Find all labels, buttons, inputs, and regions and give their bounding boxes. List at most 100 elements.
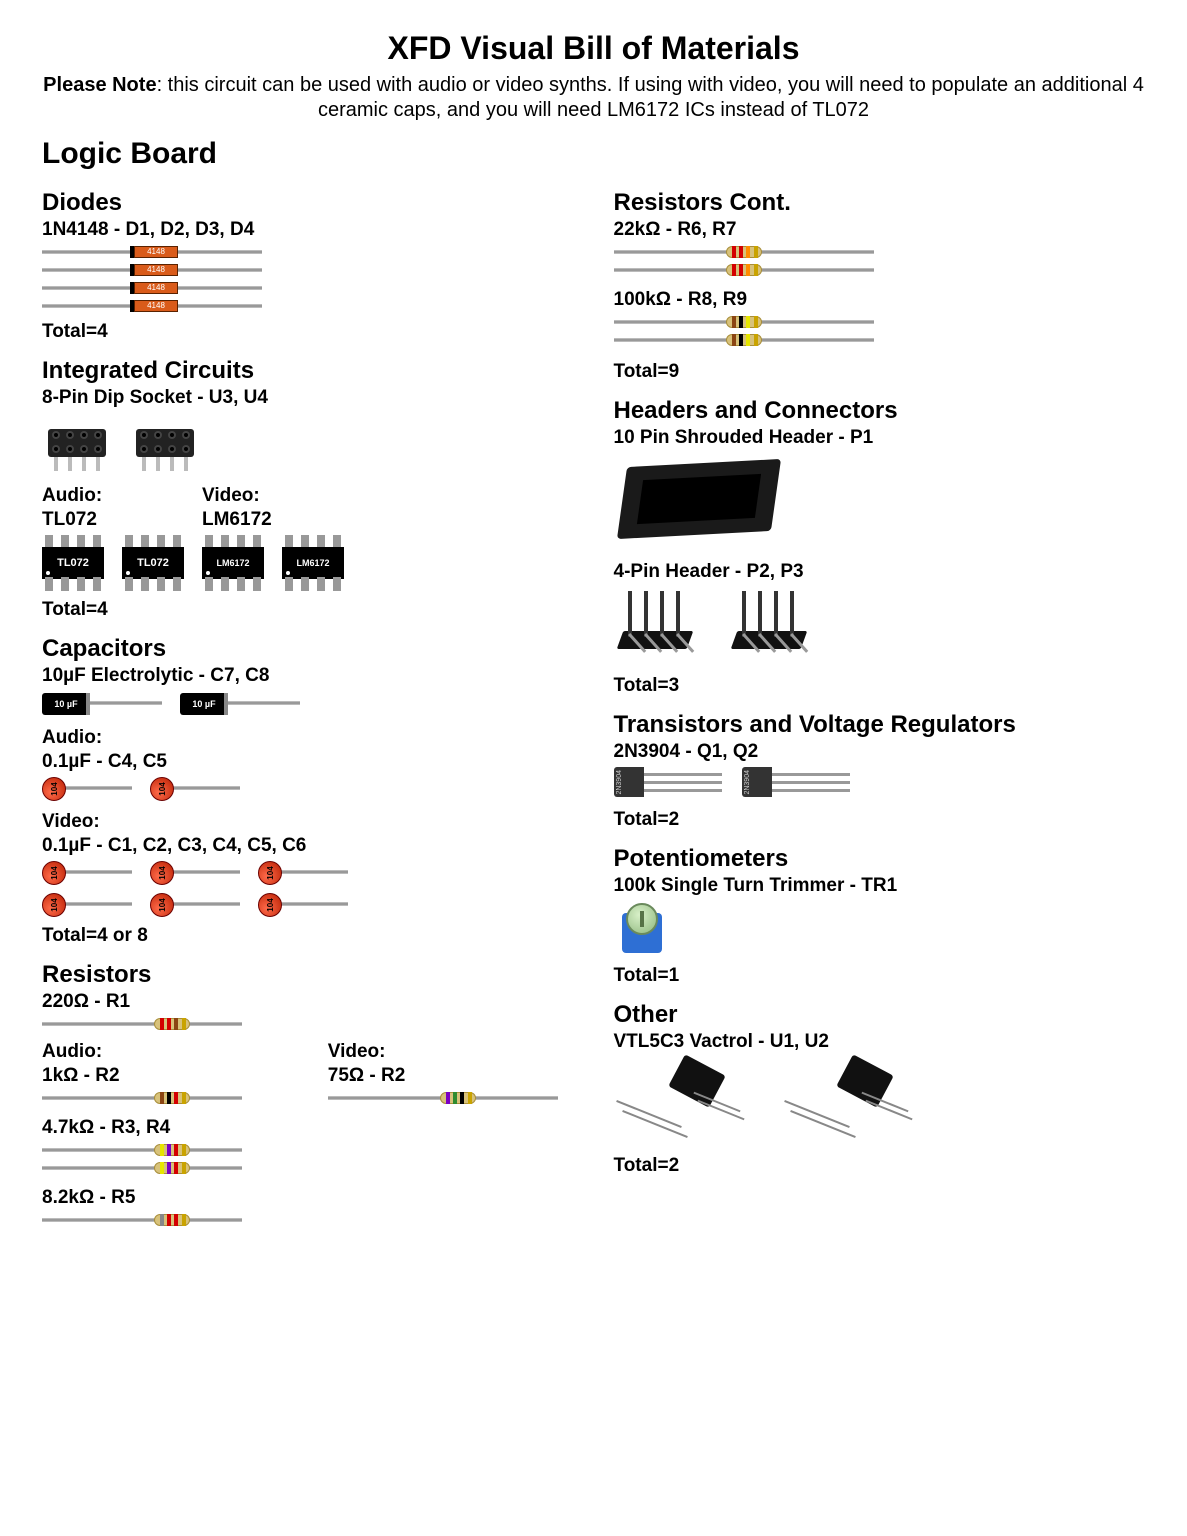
resistor: [614, 263, 874, 277]
vactrols: [614, 1057, 1146, 1147]
ic-video-label: Video:: [202, 485, 344, 507]
resistor: [614, 315, 874, 329]
r2-video-label: Video:: [328, 1041, 574, 1063]
resistor: [614, 333, 874, 347]
ics-spec: 8-Pin Dip Socket - U3, U4: [42, 387, 574, 409]
left-column: Diodes 1N4148 - D1, D2, D3, D4 414841484…: [42, 175, 574, 1227]
diode: 4148: [42, 281, 262, 295]
ceramic-caps-audio: 104 104: [42, 777, 574, 801]
transistor: 2N3904: [614, 767, 724, 801]
diode: 4148: [42, 263, 262, 277]
resistor: [614, 245, 874, 259]
r34-spec: 4.7kΩ - R3, R4: [42, 1117, 574, 1139]
ceramic-cap: 104: [42, 893, 132, 917]
caps-video-label: Video:: [42, 811, 574, 833]
caps-total: Total=4 or 8: [42, 925, 574, 947]
resistor: [328, 1091, 558, 1105]
resistor: [42, 1091, 242, 1105]
r1-spec: 220Ω - R1: [42, 991, 574, 1013]
ic-audio-label: Audio:: [42, 485, 184, 507]
caps-heading: Capacitors: [42, 635, 574, 663]
ceramic-caps-video: 104 104 104 104 104 104: [42, 861, 574, 917]
headers-total: Total=3: [614, 675, 1146, 697]
diodes-heading: Diodes: [42, 189, 574, 217]
r34-graphic: [42, 1143, 574, 1175]
ceramic-cap: 104: [258, 893, 348, 917]
ics-total: Total=4: [42, 599, 574, 621]
ceramic-cap: 104: [258, 861, 348, 885]
ic-chip: TL072: [122, 535, 184, 591]
ceramic-cap: 104: [150, 861, 240, 885]
vactrol: [782, 1057, 932, 1147]
r5-graphic: [42, 1213, 574, 1227]
r5-spec: 8.2kΩ - R5: [42, 1187, 574, 1209]
r2-audio-label: Audio:: [42, 1041, 288, 1063]
transistors-heading: Transistors and Voltage Regulators: [614, 711, 1146, 739]
pots-spec: 100k Single Turn Trimmer - TR1: [614, 875, 1146, 897]
transistors: 2N3904 2N3904: [614, 767, 1146, 801]
ic-chip: LM6172: [282, 535, 344, 591]
caps-video-spec: 0.1µF - C1, C2, C3, C4, C5, C6: [42, 835, 574, 857]
ic-chip: LM6172: [202, 535, 264, 591]
other-heading: Other: [614, 1001, 1146, 1029]
r89-graphic: [614, 315, 1146, 347]
r2a-graphic: [42, 1091, 288, 1105]
note-text: : this circuit can be used with audio or…: [157, 74, 1144, 121]
r67-spec: 22kΩ - R6, R7: [614, 219, 1146, 241]
dip-sockets: [42, 413, 574, 469]
pots-total: Total=1: [614, 965, 1146, 987]
resistor: [42, 1017, 242, 1031]
note-bold: Please Note: [43, 74, 156, 96]
pin-headers: [614, 587, 1146, 667]
electrolytic-cap: 10 µF: [42, 691, 162, 717]
caps-elec-spec: 10µF Electrolytic - C7, C8: [42, 665, 574, 687]
ceramic-cap: 104: [150, 893, 240, 917]
electrolytic-cap: 10 µF: [180, 691, 300, 717]
diodes-graphics: 4148 4148 4148 4148: [42, 245, 574, 313]
transistors-total: Total=2: [614, 809, 1146, 831]
pin-header: [728, 587, 824, 667]
resistor: [42, 1143, 242, 1157]
resistors-total: Total=9: [614, 361, 1146, 383]
resistor: [42, 1161, 242, 1175]
transistors-spec: 2N3904 - Q1, Q2: [614, 741, 1146, 763]
headers-heading: Headers and Connectors: [614, 397, 1146, 425]
caps-audio-spec: 0.1µF - C4, C5: [42, 751, 574, 773]
r2-audio-spec: 1kΩ - R2: [42, 1065, 288, 1087]
ceramic-cap: 104: [42, 861, 132, 885]
shrouded-header: [614, 455, 784, 555]
p23-spec: 4-Pin Header - P2, P3: [614, 561, 1146, 583]
caps-audio-label: Audio:: [42, 727, 574, 749]
electrolytic-caps: 10 µF 10 µF: [42, 691, 574, 717]
dip-socket: [130, 421, 200, 469]
vactrol: [614, 1057, 764, 1147]
pin-header: [614, 587, 710, 667]
right-column: Resistors Cont. 22kΩ - R6, R7 100kΩ - R8…: [614, 175, 1146, 1227]
ceramic-cap: 104: [150, 777, 240, 801]
r2v-graphic: [328, 1091, 574, 1105]
page-title: XFD Visual Bill of Materials: [42, 30, 1145, 67]
r2-video-spec: 75Ω - R2: [328, 1065, 574, 1087]
pots-heading: Potentiometers: [614, 845, 1146, 873]
ics-heading: Integrated Circuits: [42, 357, 574, 385]
resistors-heading: Resistors: [42, 961, 574, 989]
diodes-total: Total=4: [42, 321, 574, 343]
ic-variants: Audio: TL072 TL072 TL072 Video: LM6172 L…: [42, 475, 574, 591]
ceramic-cap: 104: [42, 777, 132, 801]
diodes-spec: 1N4148 - D1, D2, D3, D4: [42, 219, 574, 241]
ic-chip: TL072: [42, 535, 104, 591]
resistors-cont-heading: Resistors Cont.: [614, 189, 1146, 217]
r1-graphic: [42, 1017, 574, 1031]
resistor: [42, 1213, 242, 1227]
ic-audio-part: TL072: [42, 509, 184, 531]
p1-spec: 10 Pin Shrouded Header - P1: [614, 427, 1146, 449]
note: Please Note: this circuit can be used wi…: [42, 73, 1145, 123]
r67-graphic: [614, 245, 1146, 277]
diode: 4148: [42, 299, 262, 313]
diode: 4148: [42, 245, 262, 259]
dip-socket: [42, 421, 112, 469]
trimmer-pot: [614, 901, 670, 957]
other-spec: VTL5C3 Vactrol - U1, U2: [614, 1031, 1146, 1053]
other-total: Total=2: [614, 1155, 1146, 1177]
r89-spec: 100kΩ - R8, R9: [614, 289, 1146, 311]
